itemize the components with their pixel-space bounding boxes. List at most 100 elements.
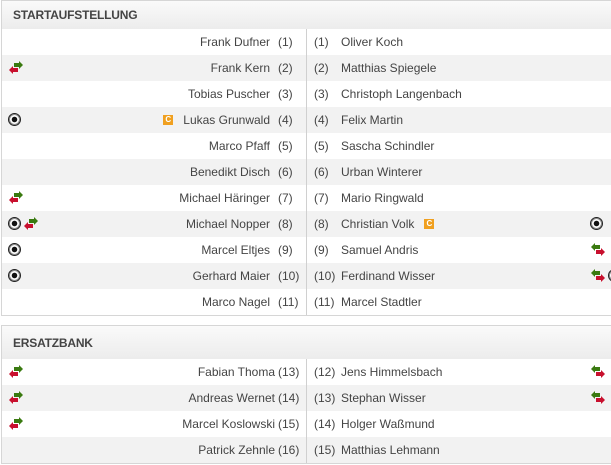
- player-row: Gerhard Maier (10) (10) Ferdinand Wisser: [2, 263, 611, 289]
- away-player: (5) Sascha Schindler: [307, 133, 611, 159]
- away-player: (2) Matthias Spiegele: [307, 55, 611, 81]
- home-player: Marcel Koslowski (15): [2, 411, 307, 437]
- home-player-name[interactable]: Marco Pfaff: [208, 139, 270, 153]
- shirt-number: (1): [314, 35, 329, 49]
- shirt-number: (6): [314, 165, 329, 179]
- event-icons: [8, 113, 21, 126]
- home-player: Michael Häringer (7): [2, 185, 307, 211]
- home-player: Fabian Thoma (13): [2, 359, 307, 385]
- substitution-in-icon: [590, 269, 606, 283]
- away-player-name[interactable]: Matthias Spiegele: [341, 61, 437, 75]
- away-player-name[interactable]: Jens Himmelsbach: [341, 365, 443, 379]
- home-player: Frank Dufner (1): [2, 29, 307, 55]
- home-player-name[interactable]: Frank Kern: [210, 61, 270, 75]
- home-player-name[interactable]: Andreas Wernet: [188, 391, 276, 405]
- home-player-name[interactable]: Tobias Puscher: [187, 87, 270, 101]
- away-player-name[interactable]: Christoph Langenbach: [341, 87, 462, 101]
- goal-icon: [8, 217, 21, 230]
- substitution-out-icon: [8, 191, 24, 205]
- home-player-name[interactable]: Patrick Zehnle: [198, 443, 275, 457]
- away-player-name[interactable]: Holger Waßmund: [341, 417, 435, 431]
- player-row: Marcel Eltjes (9) (9) Samuel Andris: [2, 237, 611, 263]
- home-player-name[interactable]: Frank Dufner: [199, 35, 270, 49]
- away-player: (1) Oliver Koch: [307, 29, 611, 55]
- shirt-number: (9): [278, 243, 293, 257]
- home-player: Marco Nagel (11): [2, 289, 307, 315]
- shirt-number: (7): [278, 191, 293, 205]
- event-icons: [590, 365, 606, 379]
- home-player-name[interactable]: Michael Häringer: [179, 191, 270, 205]
- shirt-number: (14): [278, 391, 300, 405]
- away-player: (6) Urban Winterer: [307, 159, 611, 185]
- home-player: Marcel Eltjes (9): [2, 237, 307, 263]
- shirt-number: (2): [278, 61, 293, 75]
- away-player-name[interactable]: Stephan Wisser: [341, 391, 426, 405]
- away-player-name[interactable]: Mario Ringwald: [341, 191, 424, 205]
- shirt-number: (7): [314, 191, 329, 205]
- away-player: (12) Jens Himmelsbach: [307, 359, 611, 385]
- event-icons: [8, 417, 24, 431]
- away-player-name[interactable]: Sascha Schindler: [341, 139, 435, 153]
- shirt-number: (9): [314, 243, 329, 257]
- shirt-number: (5): [314, 139, 329, 153]
- home-player-name[interactable]: Lukas Grunwald: [183, 113, 270, 127]
- event-icons: [590, 243, 606, 257]
- bench-panel: ERSATZBANK Fabian Thoma (13) (12) Jens Himm…: [1, 325, 611, 464]
- away-player-name[interactable]: Matthias Lehmann: [341, 443, 440, 457]
- shirt-number: (11): [278, 295, 299, 309]
- away-player-name[interactable]: Oliver Koch: [341, 35, 404, 49]
- player-row: Fabian Thoma (13) (12) Jens Himmelsbach: [2, 359, 611, 385]
- shirt-number: (13): [314, 391, 336, 405]
- starting-lineup-panel: STARTAUFSTELLUNG Frank Dufner (1) (1) Olive…: [1, 0, 611, 316]
- home-player-name[interactable]: Marco Nagel: [201, 295, 270, 309]
- event-icons: [590, 217, 603, 230]
- substitution-out-icon: [8, 417, 24, 431]
- shirt-number: (8): [314, 217, 329, 231]
- home-player: Gerhard Maier (10): [2, 263, 307, 289]
- shirt-number: (1): [278, 35, 293, 49]
- home-player-name[interactable]: Benedikt Disch: [189, 165, 270, 179]
- away-player: (7) Mario Ringwald: [307, 185, 611, 211]
- shirt-number: (3): [278, 87, 293, 101]
- away-player-name[interactable]: Ferdinand Wisser: [341, 269, 436, 283]
- home-player-name[interactable]: Gerhard Maier: [192, 269, 270, 283]
- shirt-number: (13): [278, 365, 300, 379]
- home-player-name[interactable]: Marcel Koslowski: [182, 417, 275, 431]
- substitution-out-icon: [8, 61, 24, 75]
- player-row: Andreas Wernet (14) (13) Stephan Wisser: [2, 385, 611, 411]
- away-player: (10) Ferdinand Wisser: [307, 263, 611, 289]
- shirt-number: (4): [278, 113, 293, 127]
- shirt-number: (11): [314, 295, 335, 309]
- substitution-out-icon: [8, 365, 24, 379]
- away-player-name[interactable]: Felix Martin: [341, 113, 404, 127]
- away-player-name[interactable]: Christian Volk: [341, 217, 415, 231]
- goal-icon: [590, 217, 603, 230]
- away-player: (14) Holger Waßmund: [307, 411, 611, 437]
- home-player-name[interactable]: Michael Nopper: [185, 217, 270, 231]
- player-row: Frank Dufner (1) (1) Oliver Koch: [2, 29, 611, 55]
- away-player-name[interactable]: Urban Winterer: [341, 165, 423, 179]
- player-row: Marcel Koslowski (15) (14) Holger Waßmund: [2, 411, 611, 437]
- captain-badge: C: [163, 115, 174, 125]
- shirt-number: (15): [314, 443, 336, 457]
- home-player: C Lukas Grunwald (4): [2, 107, 307, 133]
- home-player: Frank Kern (2): [2, 55, 307, 81]
- home-player-name[interactable]: Marcel Eltjes: [201, 243, 270, 257]
- shirt-number: (16): [278, 443, 300, 457]
- home-player: Marco Pfaff (5): [2, 133, 307, 159]
- home-player: Benedikt Disch (6): [2, 159, 307, 185]
- away-player-name[interactable]: Marcel Stadtler: [341, 295, 422, 309]
- goal-icon: [8, 269, 21, 282]
- shirt-number: (4): [314, 113, 329, 127]
- home-player: Patrick Zehnle (16): [2, 437, 307, 463]
- away-player-name[interactable]: Samuel Andris: [341, 243, 419, 257]
- event-icons: [8, 269, 21, 282]
- substitution-in-icon: [590, 243, 606, 257]
- player-row: Michael Häringer (7) (7) Mario Ringwald: [2, 185, 611, 211]
- player-row: Michael Nopper (8) (8) Christian Volk C: [2, 211, 611, 237]
- event-icons: [590, 391, 606, 405]
- shirt-number: (10): [278, 269, 300, 283]
- away-player: (8) Christian Volk C: [307, 211, 611, 237]
- shirt-number: (10): [314, 269, 336, 283]
- home-player-name[interactable]: Fabian Thoma: [197, 365, 275, 379]
